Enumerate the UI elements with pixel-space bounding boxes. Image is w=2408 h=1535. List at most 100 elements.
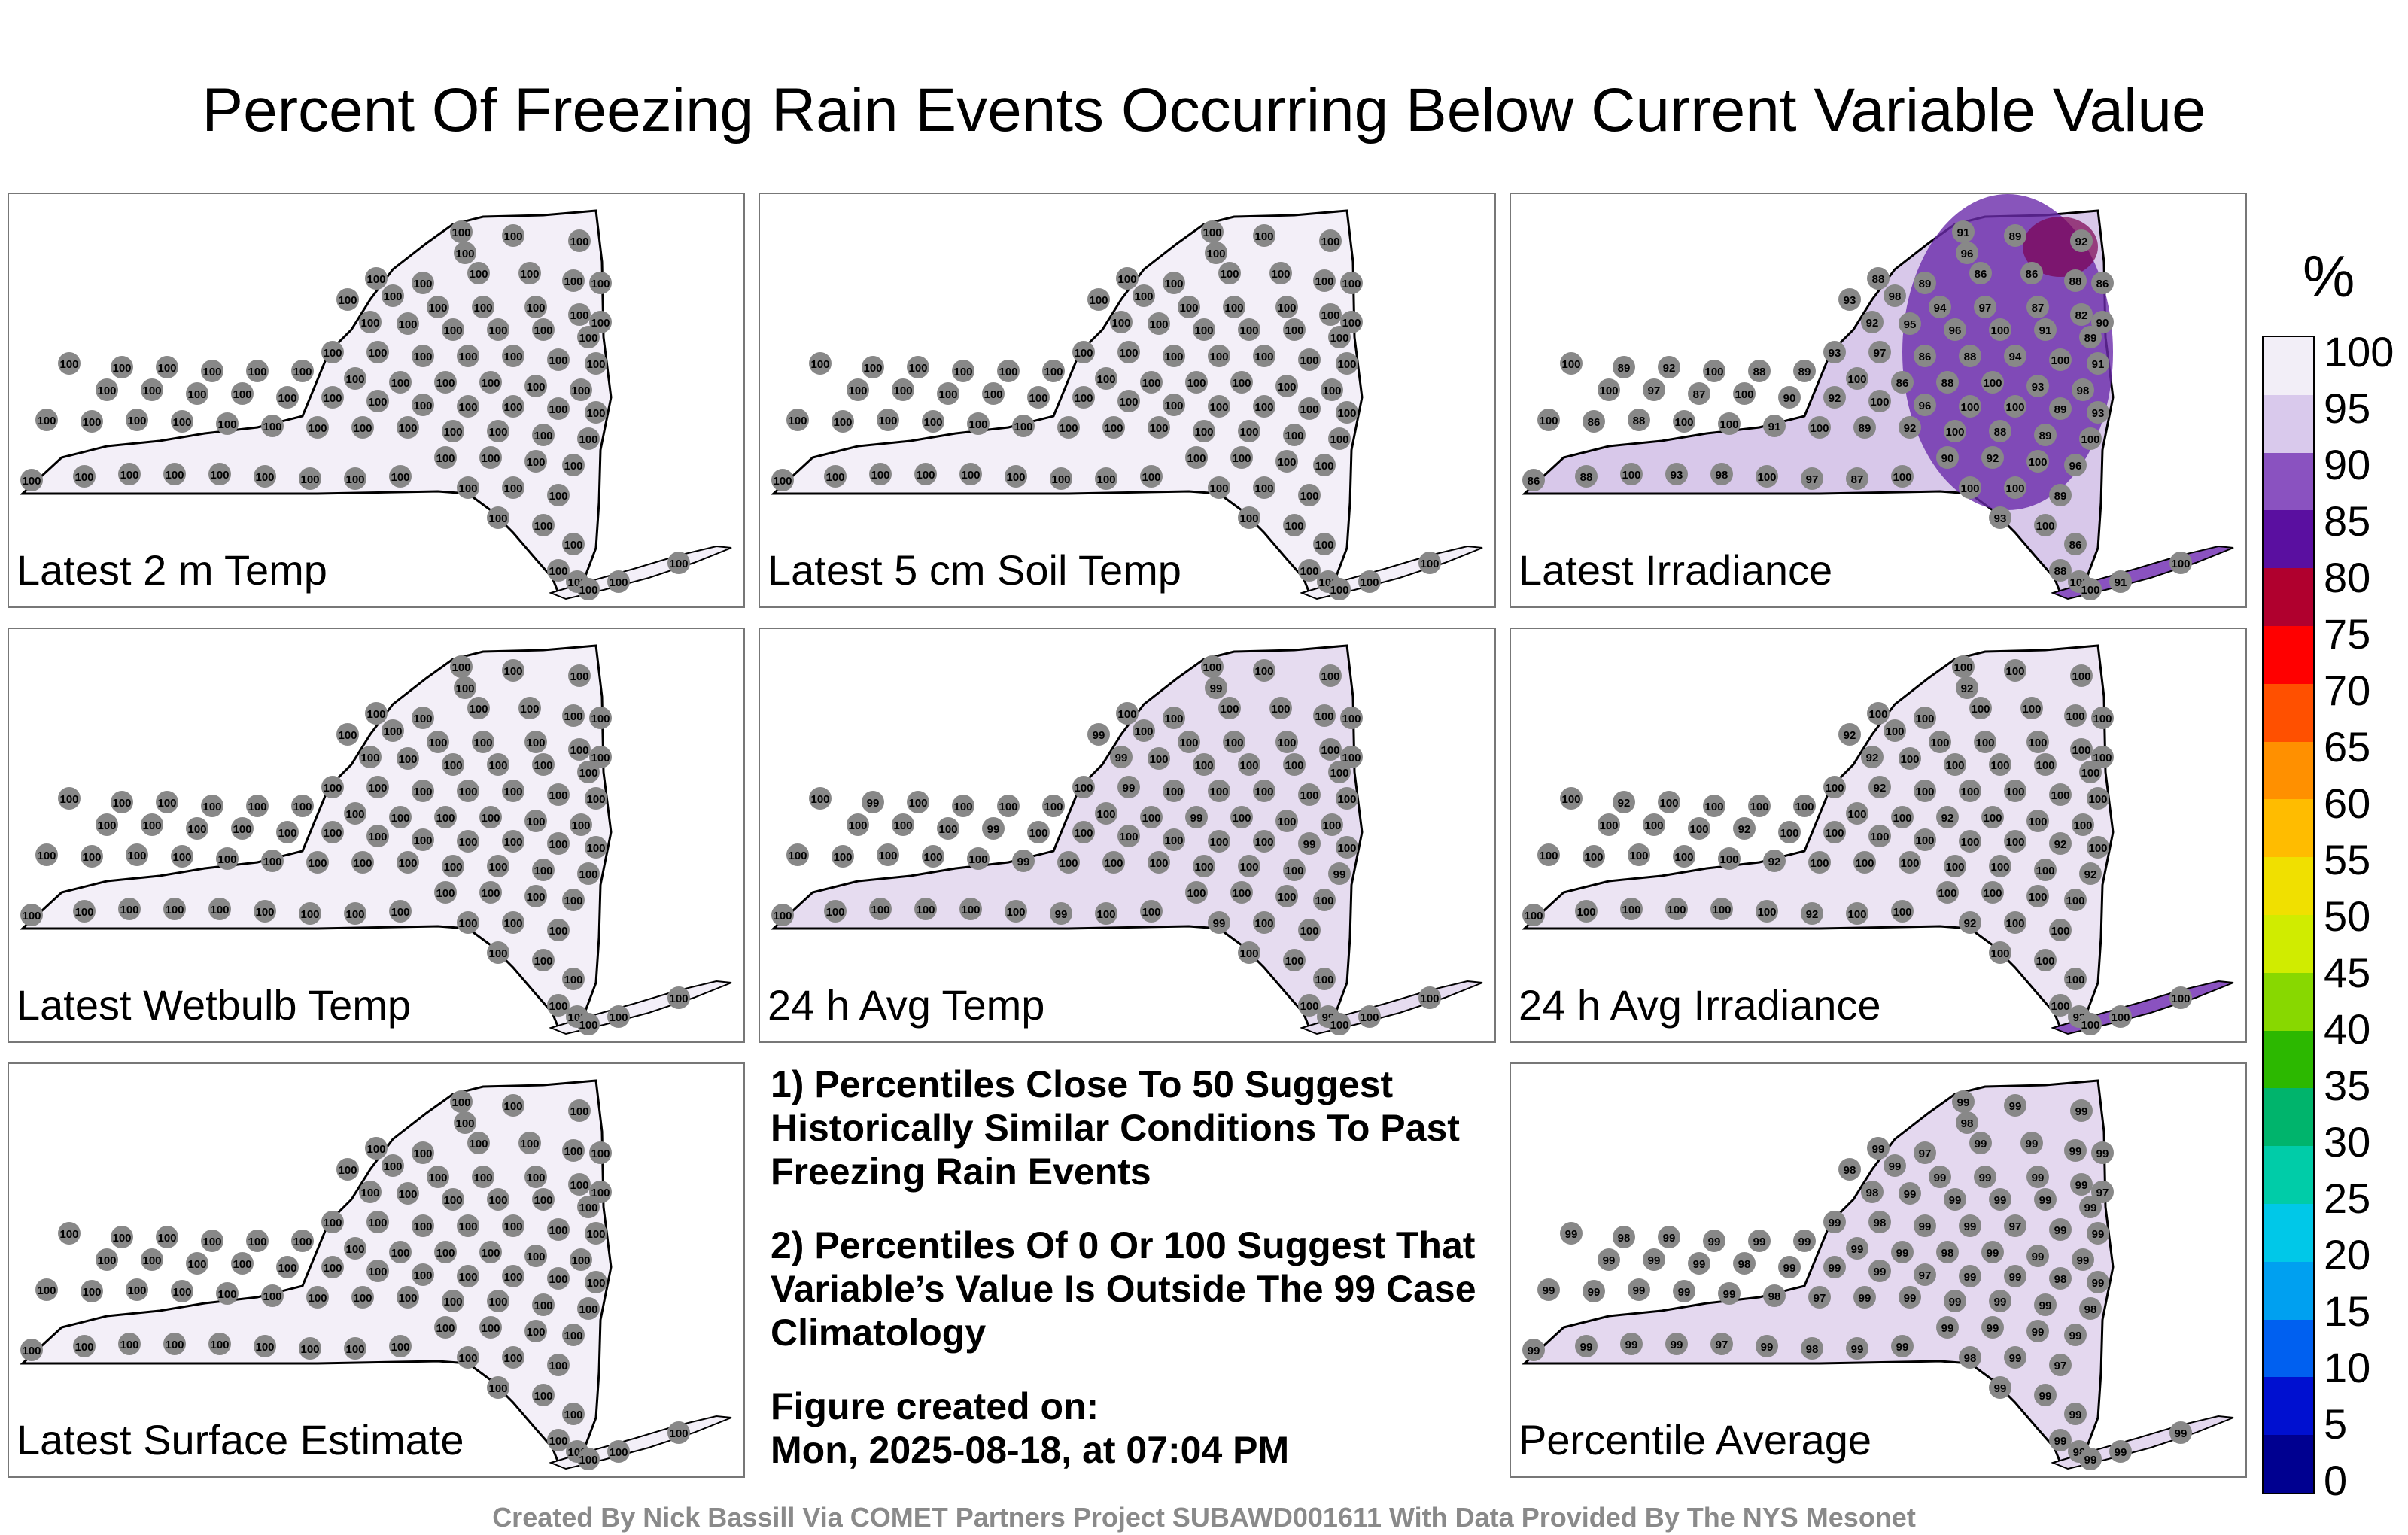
station-value: 100	[469, 268, 488, 281]
station-marker	[1319, 229, 1342, 252]
station-value: 100	[308, 422, 327, 435]
station-marker	[2049, 1267, 2072, 1290]
station-value: 100	[1342, 713, 1361, 725]
station-value: 100	[398, 422, 417, 435]
station-marker	[2034, 949, 2057, 971]
station-value: 100	[458, 401, 477, 414]
station-value: 100	[1271, 268, 1290, 281]
panel-label: Latest Surface Estimate	[17, 1416, 464, 1464]
station-value: 100	[248, 366, 266, 378]
station-marker	[518, 697, 541, 719]
station-value: 100	[923, 851, 942, 864]
station-marker	[1846, 1337, 1868, 1360]
station-value: 100	[481, 887, 500, 900]
station-value: 100	[1254, 401, 1273, 414]
station-value: 100	[353, 422, 372, 435]
station-value: 100	[1029, 827, 1047, 840]
station-value: 100	[172, 851, 191, 864]
station-value: 86	[2069, 539, 2082, 552]
station-value: 100	[1096, 373, 1115, 386]
panel-label: Latest Irradiance	[1519, 546, 1833, 594]
station-value: 100	[549, 354, 567, 367]
station-value: 100	[1330, 433, 1348, 446]
station-marker	[1884, 284, 1906, 307]
station-marker	[1057, 851, 1080, 874]
station-value: 100	[2022, 703, 2041, 716]
station-value: 92	[1618, 797, 1631, 810]
station-marker	[472, 731, 494, 753]
station-value: 99	[1115, 752, 1128, 764]
station-marker	[2079, 1013, 2102, 1035]
credit-text: Created By Nick Bassill Via COMET Partne…	[492, 1502, 1916, 1533]
station-value: 100	[503, 786, 522, 798]
station-value: 100	[74, 1341, 93, 1354]
station-marker	[847, 378, 869, 401]
station-value: 100	[1599, 385, 1618, 397]
station-value: 100	[1735, 388, 1753, 401]
station-marker	[382, 719, 404, 742]
station-marker	[442, 318, 464, 341]
station-marker	[1703, 795, 1725, 817]
panel-label: Latest 2 m Temp	[17, 546, 327, 594]
station-value: 100	[564, 1145, 582, 1158]
station-value: 100	[526, 1251, 545, 1263]
station-marker	[1598, 378, 1620, 401]
station-value: 100	[878, 850, 897, 862]
station-value: 100	[323, 1217, 342, 1230]
station-marker	[1148, 416, 1170, 439]
station-marker	[1140, 900, 1163, 923]
station-marker	[585, 836, 607, 859]
station-value: 100	[1622, 469, 1640, 482]
station-marker	[457, 780, 479, 802]
station-marker	[1867, 702, 1890, 725]
station-value: 100	[1074, 827, 1093, 840]
station-value: 100	[2081, 1019, 2099, 1032]
station-value: 100	[1209, 401, 1228, 414]
station-value: 100	[579, 1202, 597, 1214]
station-marker	[457, 476, 479, 499]
station-marker	[1230, 806, 1253, 828]
station-value: 100	[1164, 351, 1183, 363]
station-value: 100	[1953, 661, 1972, 674]
station-value: 100	[549, 1224, 567, 1237]
station-marker	[412, 780, 434, 802]
station-marker	[2072, 378, 2094, 401]
station-value: 100	[534, 1390, 552, 1403]
station-marker	[141, 1248, 163, 1271]
station-marker	[201, 360, 223, 382]
station-value: 99	[2039, 1390, 2052, 1403]
station-marker	[201, 1230, 223, 1252]
station-value: 100	[2028, 816, 2047, 828]
station-value: 100	[2171, 992, 2190, 1005]
station-marker	[1801, 1337, 1823, 1360]
station-marker	[2064, 704, 2087, 727]
station-value: 100	[481, 1322, 500, 1335]
station-value: 100	[2005, 917, 2024, 930]
station-marker	[1328, 578, 1351, 600]
station-marker	[2079, 862, 2102, 885]
station-value: 100	[669, 992, 688, 1005]
station-value: 100	[1960, 401, 1979, 414]
station-marker	[111, 791, 133, 813]
station-value: 100	[1254, 351, 1273, 363]
station-marker	[20, 1339, 43, 1361]
station-value: 100	[2005, 836, 2024, 849]
station-marker	[2079, 427, 2102, 450]
station-value: 99	[1934, 1172, 1947, 1184]
station-value: 100	[2081, 767, 2099, 780]
station-marker	[321, 341, 344, 363]
station-marker	[231, 382, 254, 405]
station-value: 100	[248, 801, 266, 813]
station-marker	[457, 830, 479, 853]
station-value: 100	[1337, 407, 1356, 420]
station-value: 100	[1825, 782, 1844, 795]
station-value: 100	[570, 309, 588, 322]
station-value: 100	[968, 853, 987, 866]
station-marker	[1319, 664, 1342, 687]
station-value: 100	[1194, 324, 1213, 337]
station-marker	[1027, 821, 1050, 843]
station-value: 99	[1979, 1172, 1992, 1184]
station-marker	[254, 465, 276, 488]
station-value: 100	[908, 797, 927, 810]
colorbar-tick-label: 80	[2324, 554, 2371, 601]
